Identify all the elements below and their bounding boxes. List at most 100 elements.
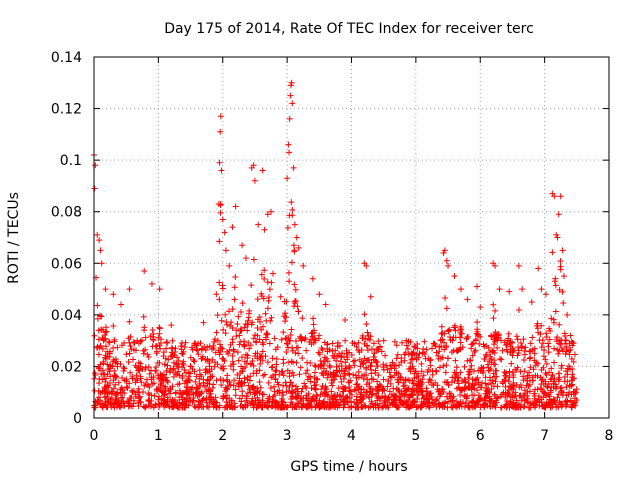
data-point [392,402,399,409]
data-point [137,398,144,405]
data-point [481,401,488,408]
data-point [342,317,349,324]
data-point [527,354,534,361]
data-point [220,365,227,372]
data-point [204,344,211,351]
data-point [461,363,468,370]
data-point [102,389,109,396]
x-tick-label: 5 [411,428,420,444]
data-point [402,349,409,356]
data-point [140,347,147,354]
data-point [551,319,558,326]
data-point [227,362,234,369]
data-point [335,402,342,409]
data-point [218,317,225,324]
data-point [418,360,425,367]
data-point [182,401,189,408]
data-point [158,336,165,343]
data-point [102,354,109,361]
data-point [417,404,424,411]
data-point [156,286,163,293]
data-point [410,399,417,406]
data-point [135,403,142,410]
data-point [180,348,187,355]
data-point [251,391,258,398]
data-point [536,402,543,409]
data-point [426,402,433,409]
data-point [279,368,286,375]
data-point [217,376,224,383]
data-point [457,323,464,330]
chart-title: Day 175 of 2014, Rate Of TEC Index for r… [164,21,534,37]
data-point [158,388,165,395]
data-point [120,364,127,371]
data-point [453,385,460,392]
data-point [372,357,379,364]
data-point [420,372,427,379]
data-point [150,330,157,337]
data-point [262,310,269,317]
data-point [521,397,528,404]
data-point [439,354,446,361]
data-point [256,367,263,374]
data-point [110,291,117,298]
data-point [486,358,493,365]
data-point [258,352,265,359]
data-point [364,389,371,396]
data-point [363,321,370,328]
data-point [439,385,446,392]
data-point [469,352,476,359]
data-point [217,128,224,135]
data-point [260,341,267,348]
data-point [101,336,108,343]
data-point [241,379,248,386]
data-point [187,397,194,404]
x-tick-label: 6 [476,428,485,444]
data-point [156,342,163,349]
data-point [172,396,179,403]
data-point [289,347,296,354]
data-point [290,242,297,249]
data-point [251,177,258,184]
data-point [475,395,482,402]
data-point [98,326,105,333]
x-axis-label: GPS time / hours [290,459,407,475]
data-point [148,367,155,374]
data-point [443,362,450,369]
data-point [258,326,265,333]
data-point [418,368,425,375]
data-point [492,400,499,407]
data-point [110,377,117,384]
data-point [459,399,466,406]
data-point [441,403,448,410]
data-point [257,384,264,391]
data-point [283,388,290,395]
data-point [281,313,288,320]
data-point [212,336,219,343]
data-point [471,348,478,355]
data-point [280,360,287,367]
data-point [443,393,450,400]
y-tick-label: 0.14 [51,50,82,66]
data-point [285,141,292,148]
data-point [423,385,430,392]
data-point [298,336,305,343]
data-point [432,397,439,404]
data-point [111,404,118,411]
data-point [224,321,231,328]
data-point [300,262,307,269]
data-point [229,336,236,343]
data-point [242,255,249,262]
data-point [411,343,418,350]
data-point [506,368,513,375]
data-point [163,367,170,374]
data-point [196,380,203,387]
data-point [485,344,492,351]
data-point [511,404,518,411]
data-point [457,392,464,399]
data-point [275,404,282,411]
data-point [141,268,148,275]
data-point [293,344,300,351]
data-point [473,400,480,407]
data-point [91,185,98,192]
